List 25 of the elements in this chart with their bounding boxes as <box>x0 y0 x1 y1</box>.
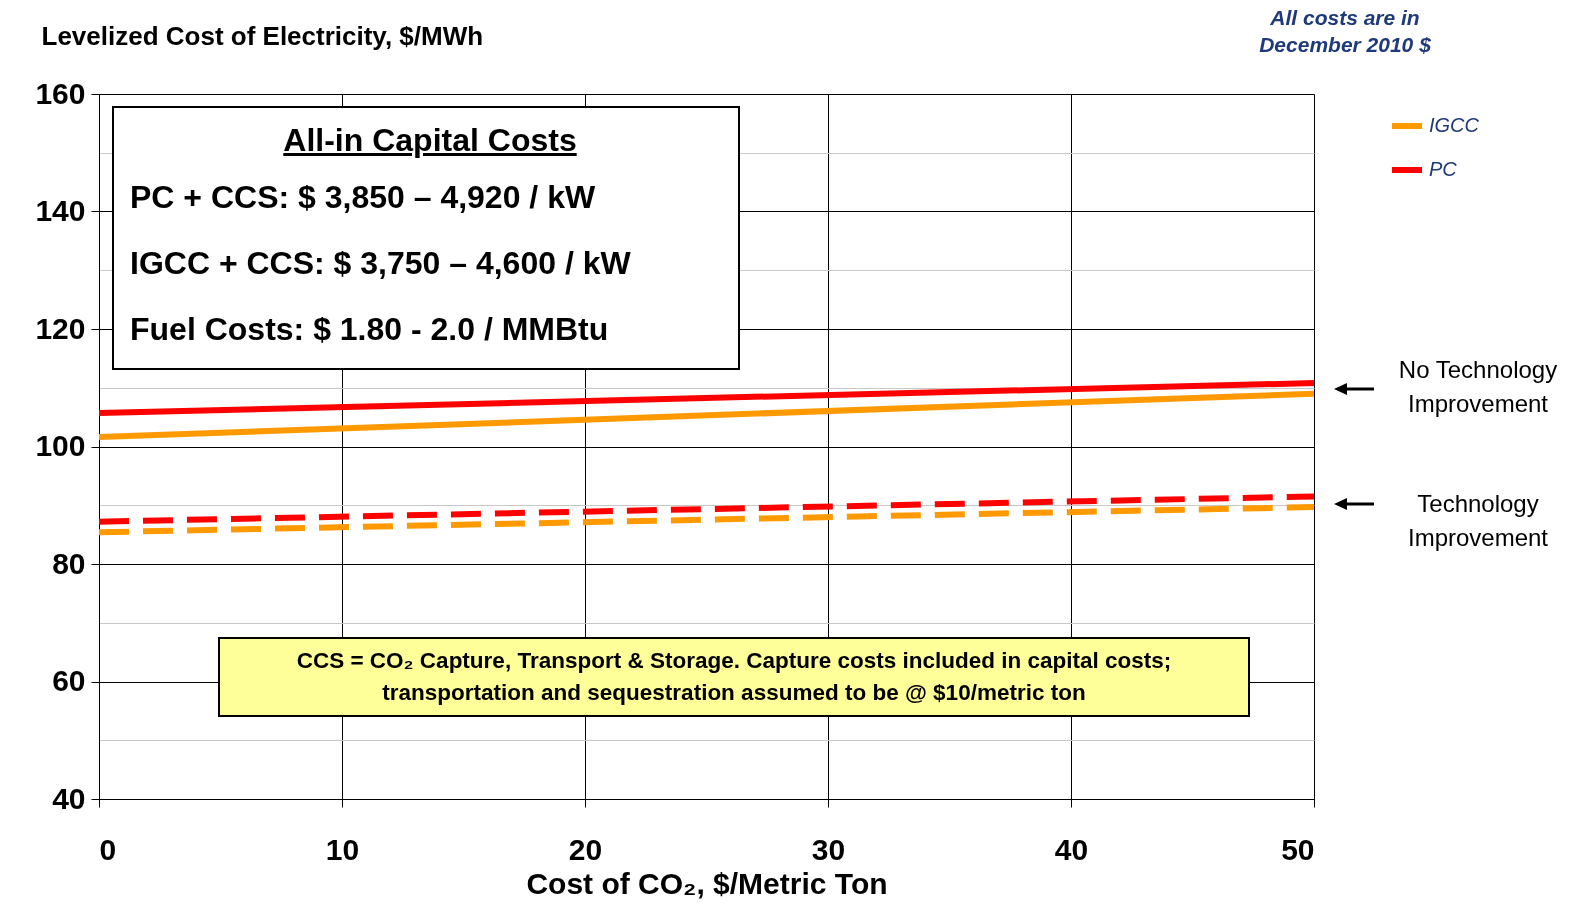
annotation: IGCC + CCS: $ 3,750 – 4,600 / kW <box>130 244 632 283</box>
x-tick-label: 40 <box>1054 832 1089 866</box>
x-axis-title: Cost of CO₂, $/Metric Ton <box>526 866 888 900</box>
annotation: Fuel Costs: $ 1.80 - 2.0 / MMBtu <box>130 310 610 349</box>
x-tick-label: 20 <box>568 832 603 866</box>
annotation: All-in Capital Costs <box>282 121 578 160</box>
y-tick-label: 40 <box>52 781 86 815</box>
text: No Technology Improvement <box>1397 355 1559 419</box>
note-box: CCS = CO₂ Capture, Transport & Storage. Capture costs included in capital costs; transportation and sequestration assumed to be @ $10/metric ton <box>218 637 1250 717</box>
y-tick-label: 80 <box>52 546 86 580</box>
legend-label: PC <box>1429 158 1458 180</box>
x-tick-label: 50 <box>1281 832 1315 866</box>
y-tick-label: 100 <box>35 429 86 462</box>
y-axis-title: Levelized Cost of Electricity, $/MWh <box>41 20 484 51</box>
y-tick-label: 160 <box>35 76 86 110</box>
text: Technology Improvement <box>1406 489 1550 553</box>
x-tick-label: 10 <box>325 832 360 866</box>
x-tick-label: 0 <box>99 832 117 866</box>
legend-label: IGCC <box>1429 114 1480 136</box>
y-tick-label: 140 <box>35 194 86 227</box>
y-tick-label: 60 <box>52 664 86 697</box>
y-tick-label: 120 <box>35 311 86 345</box>
x-tick-label: 30 <box>811 832 846 866</box>
annotation: PC + CCS: $ 3,850 – 4,920 / kW <box>130 178 597 217</box>
text: All costs are in December 2010 $ <box>1258 5 1432 58</box>
